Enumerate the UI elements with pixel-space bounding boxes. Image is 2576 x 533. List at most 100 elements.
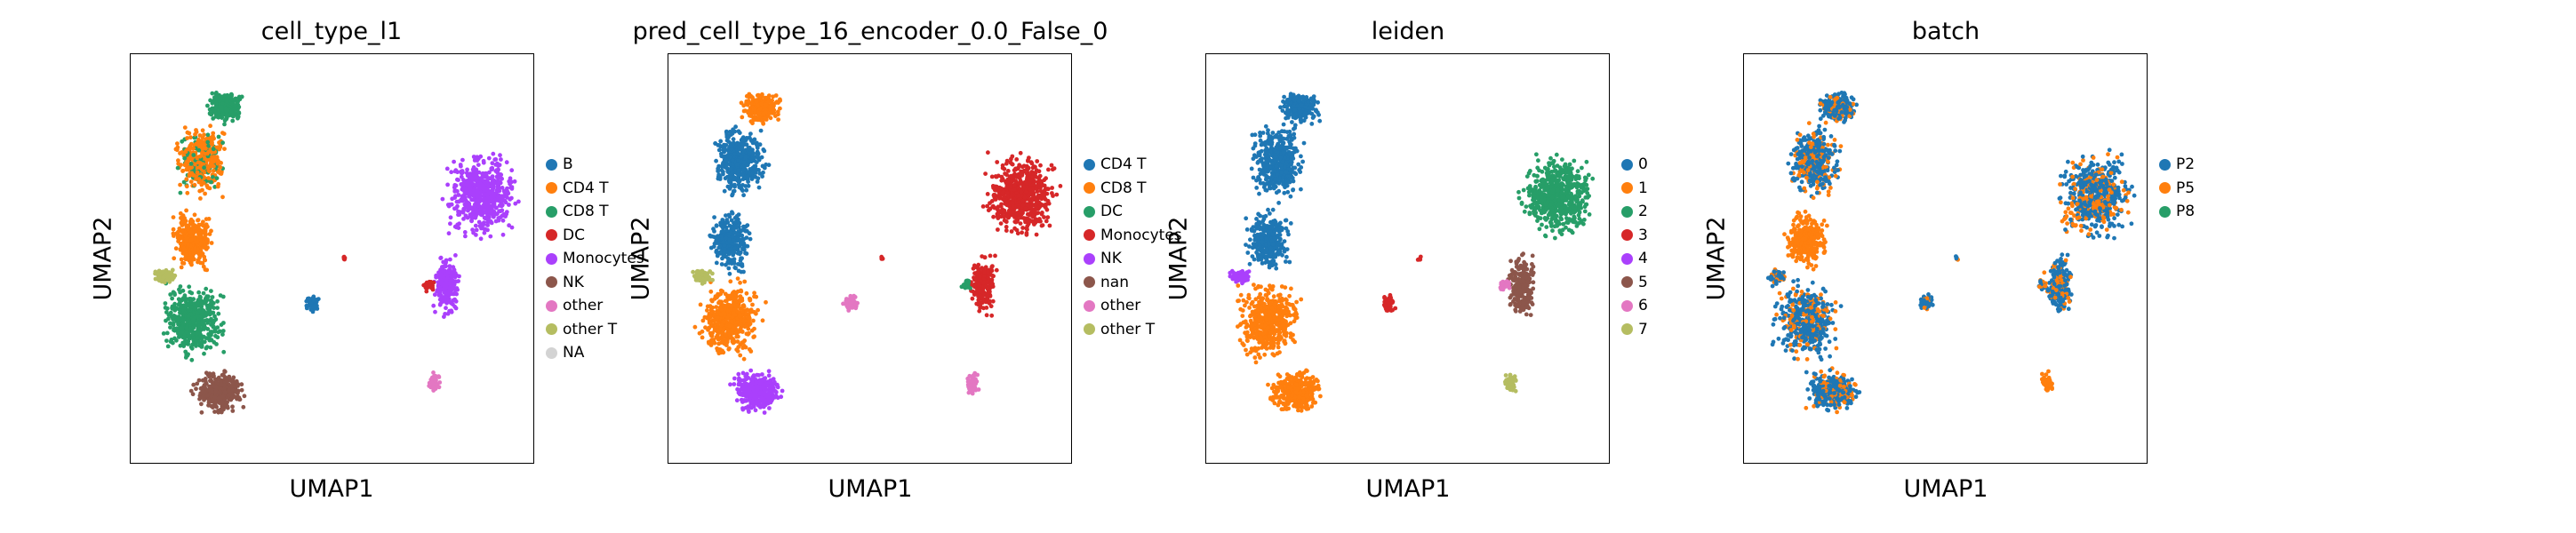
legend-marker (546, 346, 557, 359)
scatter-point (841, 301, 845, 306)
scatter-point (716, 147, 722, 153)
scatter-point (196, 160, 201, 165)
scatter-point (224, 112, 229, 117)
scatter-point (719, 322, 724, 328)
scatter-point (464, 171, 469, 176)
legend-marker (546, 205, 557, 218)
scatter-point (189, 290, 195, 296)
scatter-point (778, 106, 782, 111)
scatter-point (733, 266, 738, 271)
scatter-point (209, 332, 213, 338)
scatter-point (483, 192, 487, 197)
scatter-point (444, 166, 450, 171)
scatter-point (716, 169, 721, 174)
scatter-point (206, 149, 212, 155)
scatter-point (739, 154, 744, 159)
scatter-point (442, 290, 447, 295)
scatter-point (709, 298, 715, 304)
scatter-point (180, 168, 186, 173)
scatter-point (180, 229, 185, 235)
scatter-point (206, 143, 211, 148)
scatter-point (714, 260, 719, 266)
scatter-point (196, 330, 201, 336)
legend-item: Monocytes (546, 247, 644, 271)
scatter-point (1015, 231, 1020, 236)
scatter-point (771, 386, 776, 391)
scatter-point (208, 98, 212, 103)
scatter-point (500, 203, 504, 209)
scatter-point (458, 163, 463, 167)
scatter-point (768, 107, 772, 112)
scatter-point (478, 190, 484, 195)
scatter-point (853, 306, 859, 311)
scatter-point (175, 165, 180, 171)
scatter-point (724, 218, 730, 222)
scatter-point (230, 118, 236, 123)
scatter-point (227, 387, 231, 393)
scatter-point (469, 219, 474, 223)
scatter-point (721, 171, 725, 177)
scatter-point (448, 282, 453, 288)
scatter-point (432, 376, 437, 380)
scatter-point (726, 179, 732, 183)
scatter-point (181, 318, 187, 322)
scatter-point (780, 388, 785, 394)
scatter-point (217, 147, 222, 152)
scatter-point (716, 329, 721, 333)
scatter-point (475, 179, 479, 184)
scatter-point (164, 330, 170, 336)
scatter-point (723, 221, 727, 227)
scatter-point (174, 147, 180, 153)
scatter-point (432, 386, 436, 390)
scatter-point (753, 163, 758, 169)
scatter-point (212, 185, 218, 189)
scatter-point (733, 124, 738, 130)
scatter-point (188, 135, 193, 140)
scatter-point (755, 140, 759, 146)
scatter-svg (153, 91, 521, 415)
scatter-point (463, 195, 468, 200)
scatter-point (1037, 173, 1043, 179)
scatter-point (762, 378, 767, 383)
cluster-midT (708, 210, 753, 276)
scatter-point (474, 213, 478, 219)
scatter-point (200, 135, 205, 140)
scatter-point (460, 169, 465, 173)
scatter-point (444, 285, 448, 290)
scatter-point (202, 314, 207, 318)
legend-label: other T (563, 320, 618, 338)
scatter-point (215, 184, 220, 189)
scatter-point (206, 217, 212, 221)
scatter-point (191, 223, 196, 228)
scatter-point (446, 267, 452, 273)
scatter-point (716, 321, 721, 326)
scatter-point (184, 238, 188, 243)
scatter-point (189, 357, 195, 362)
scatter-point (730, 211, 735, 216)
scatter-point (213, 101, 219, 106)
scatter-point (721, 160, 726, 165)
scatter-point (202, 385, 206, 390)
scatter-point (163, 301, 168, 306)
scatter-point (224, 97, 229, 101)
scatter-point (193, 246, 197, 251)
scatter-point (729, 319, 734, 324)
scatter-point (209, 289, 213, 293)
scatter-point (179, 257, 184, 262)
scatter-point (186, 242, 190, 247)
scatter-point (732, 250, 737, 255)
scatter-point (724, 138, 730, 143)
scatter-point (737, 131, 742, 135)
scatter-point (708, 314, 713, 320)
scatter-point (488, 219, 493, 225)
scatter-point (207, 384, 212, 389)
scatter-point (188, 234, 194, 239)
scatter-point (188, 237, 194, 243)
scatter-point (180, 288, 186, 293)
scatter-point (171, 322, 176, 328)
scatter-point (766, 373, 772, 378)
scatter-point (730, 158, 735, 163)
scatter-point (455, 170, 460, 175)
scatter-point (183, 149, 188, 155)
scatter-point (734, 347, 740, 352)
